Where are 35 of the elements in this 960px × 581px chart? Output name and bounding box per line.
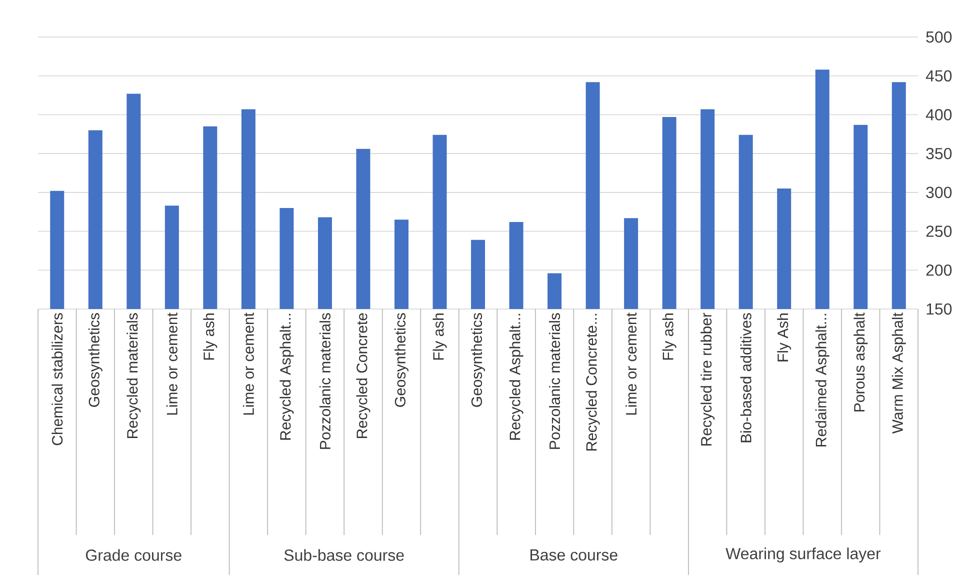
x-tick-label: Lime or cement [626,312,637,415]
x-tick-label: Recycled Concrete [356,313,370,438]
y-tick-label: 400 [926,109,952,120]
x-tick-label: Recycled Concrete... [586,314,600,451]
x-tick-label: Geosynthetics [394,313,408,407]
x-tick-label: Recycled materials [126,313,141,438]
x-tick-label: Porous asphalt [854,312,868,412]
x-tick-label: Warm Mix Asphalt [892,312,906,434]
x-tick-label: Recycled tire rubber [700,312,715,446]
text: Sub-base course [284,549,404,561]
x-tick-label: Bio-based additives [740,313,752,442]
y-tick-label: 200 [926,264,952,276]
text: Grade course [86,549,182,561]
x-tick-label: Recycled Asphalt... [280,314,294,440]
x-tick-label: Fly ash [432,314,447,360]
x-tick-label: Fly ash [203,314,218,360]
y-tick-label: 250 [926,226,952,237]
y-tick-label: 300 [926,186,952,198]
x-tick-label: Geosynthetics [471,313,485,407]
x-tick-label: Pozzolanic materials [549,313,560,449]
x-tick-label: Redaimed Asphalt... [815,314,830,446]
x-tick-label: Fly Ash [777,314,792,362]
x-tick-label: Pozzolanic materials [319,313,330,449]
y-tick-label: 150 [926,303,952,315]
y-tick-label: 450 [926,70,952,82]
x-tick-label: Lime or cement [242,312,254,415]
x-tick-label: Geosynthetics [88,313,102,407]
text: Base course [530,549,618,561]
y-tick-label: 350 [926,148,952,160]
x-tick-label: Recycled Asphalt... [509,314,524,440]
x-tick-label: Fly ash [662,314,676,360]
x-tick-label: Chemical stabilizers [52,313,63,446]
y-tick-label: 500 [926,31,952,43]
text: Wearing surface layer [726,548,881,562]
x-tick-label: Lime or cement [166,312,178,415]
